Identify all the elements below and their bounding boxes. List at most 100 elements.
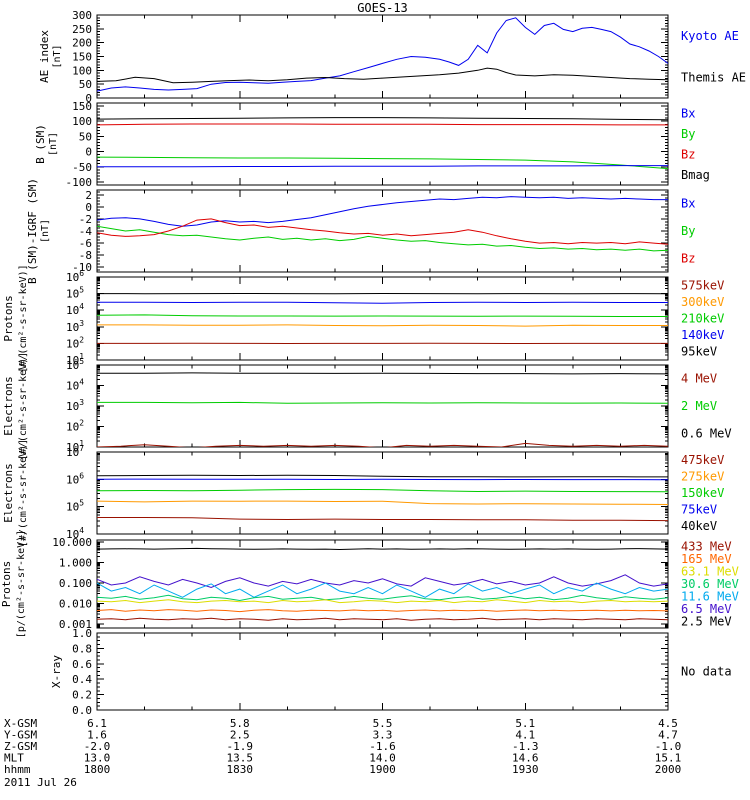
y-tick-label: 0.100: [59, 577, 92, 590]
y-tick-label: 0: [85, 201, 92, 214]
no-data-label: No data: [681, 665, 732, 679]
panel-electrons-kev-frame: [96, 451, 669, 535]
ylabel-protons-kev: Protons: [2, 295, 15, 341]
legend-bx: Bx: [681, 106, 695, 120]
legend-433-mev: 433 MeV: [681, 539, 732, 553]
legend-300kev: 300keV: [681, 295, 724, 309]
ephemeris-value: -1.9: [227, 740, 254, 753]
yunits-electrons-kev: [#/(cm²-s-sr-keV)]: [18, 439, 29, 547]
series-igrf-bz: [97, 218, 668, 245]
x-tick-label: 1830: [227, 763, 254, 776]
panel-ae-index-frame: [96, 14, 669, 99]
panel-protons-kev-frame: [96, 276, 669, 361]
panel-b-sm-frame: [96, 102, 669, 186]
y-tick-label: 100: [72, 64, 92, 77]
ephemeris-value: 13.0: [84, 752, 111, 765]
y-tick-label: -100: [66, 176, 93, 189]
legend-kyoto-ae: Kyoto AE: [681, 29, 739, 43]
y-tick-label: 0: [85, 92, 92, 105]
ephemeris-value: 14.6: [512, 752, 539, 765]
y-tick-label: 102: [66, 419, 84, 434]
yunits-b-sm: [nT]: [48, 132, 59, 156]
y-tick-label: 50: [79, 130, 92, 143]
y-tick-label: 0.001: [59, 618, 92, 631]
y-tick-label: 101: [66, 352, 84, 367]
ephemeris-value: 15.1: [655, 752, 682, 765]
ylabel-protons-mev: Protons: [0, 561, 13, 607]
yunits-protons-mev: [p/(cm²-s-sr-keV)]: [16, 530, 27, 638]
ephemeris-value: 14.0: [369, 752, 396, 765]
y-tick-label: 0.010: [59, 597, 92, 610]
ephemeris-row-label: Y-GSM: [4, 729, 37, 742]
y-tick-label: 101: [66, 439, 84, 454]
legend-165-mev: 165 MeV: [681, 552, 732, 566]
y-tick-label: 104: [66, 378, 84, 393]
date-label: 2011 Jul 26: [4, 776, 77, 789]
y-tick-label: 0.2: [72, 689, 92, 702]
yunits-protons-kev: [#/(cm²-s-sr-keV)]: [18, 264, 29, 372]
y-tick-label: 105: [66, 357, 84, 372]
legend-150kev: 150keV: [681, 486, 724, 500]
legend-bx: Bx: [681, 197, 695, 211]
legend-themis-ae: Themis AE: [681, 70, 746, 84]
y-tick-label: 200: [72, 37, 92, 50]
legend-by: By: [681, 127, 695, 141]
y-tick-label: 102: [66, 335, 84, 350]
series-themis-ae: [97, 67, 668, 84]
x-tick-label: 1930: [512, 763, 539, 776]
y-tick-label: -2: [79, 213, 92, 226]
legend-bmag: Bmag: [681, 168, 710, 182]
ephemeris-value: 6.1: [87, 717, 107, 730]
ephemeris-row-label: MLT: [4, 752, 24, 765]
series-igrf-bx: [97, 196, 668, 227]
series-by: [97, 156, 668, 170]
ephemeris-value: -1.6: [369, 740, 396, 753]
y-tick-label: 107: [66, 444, 84, 459]
y-tick-label: 104: [66, 302, 84, 317]
ylabel-ae-index: AE index: [38, 30, 51, 83]
y-tick-label: 106: [66, 269, 84, 284]
ylabel-x-ray: X-ray: [50, 655, 63, 688]
series-p-6.5mev: [97, 574, 668, 589]
legend-6-5-mev: 6.5 MeV: [681, 602, 732, 616]
ephemeris-value: 4.7: [658, 729, 678, 742]
series-kyoto-ae: [97, 17, 668, 92]
series-p-30.6mev: [97, 594, 668, 602]
series-igrf-by: [97, 225, 668, 252]
legend-575kev: 575keV: [681, 278, 724, 292]
y-tick-label: 103: [66, 319, 84, 334]
legend-40kev: 40keV: [681, 519, 717, 533]
ephemeris-row-label: Z-GSM: [4, 740, 37, 753]
ylabel-electrons-mev: Electrons: [2, 376, 15, 436]
legend-bz: Bz: [681, 147, 695, 161]
legend-75kev: 75keV: [681, 502, 717, 516]
ephemeris-value: 2.5: [230, 729, 250, 742]
ephemeris-value: 5.1: [515, 717, 535, 730]
legend-by: By: [681, 224, 695, 238]
y-tick-label: 2: [85, 189, 92, 202]
series-p-300kev: [97, 324, 668, 327]
series-e-475kev: [97, 517, 668, 522]
legend-bz: Bz: [681, 251, 695, 265]
x-tick-label: 2000: [655, 763, 682, 776]
ephemeris-value: 5.5: [373, 717, 393, 730]
y-tick-label: 105: [66, 286, 84, 301]
panel-x-ray-frame: [96, 632, 669, 711]
ephemeris-row-label: X-GSM: [4, 717, 37, 730]
yunits-b-sm-igrf: [nT]: [40, 219, 51, 243]
y-tick-label: 0.8: [72, 642, 92, 655]
legend-210kev: 210keV: [681, 312, 724, 326]
x-tick-label: 1900: [369, 763, 396, 776]
series-e-2mev: [97, 401, 668, 404]
legend-2-mev: 2 MeV: [681, 399, 717, 413]
y-tick-label: 104: [66, 526, 84, 541]
panel-b-sm-igrf-frame: [96, 189, 669, 273]
series-p-165mev: [97, 609, 668, 613]
y-tick-label: 0.4: [72, 673, 92, 686]
y-tick-label: -8: [79, 249, 92, 262]
x-axis-unit-label: hhmm: [4, 763, 31, 776]
ylabel-b-sm: B (SM): [34, 124, 47, 164]
y-tick-label: 150: [72, 100, 92, 113]
